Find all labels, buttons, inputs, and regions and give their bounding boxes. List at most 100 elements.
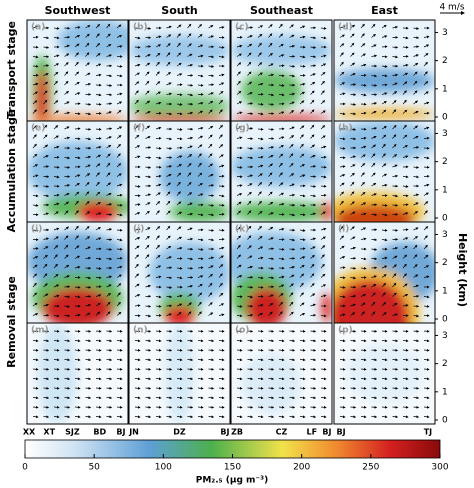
wind-vector	[197, 238, 204, 242]
wind-vector	[43, 185, 50, 188]
panel-letter: (h)	[338, 124, 353, 134]
wind-vector	[247, 265, 253, 269]
wind-vector	[423, 101, 430, 105]
wind-vector	[268, 181, 273, 187]
wind-vector	[278, 172, 283, 177]
wind-vector	[208, 302, 213, 307]
wind-vector	[278, 182, 284, 187]
wind-vector	[155, 183, 162, 187]
wind-vector	[197, 213, 204, 217]
wind-vector	[197, 162, 202, 168]
y-tick-label: 1	[442, 185, 448, 195]
wind-vector	[268, 237, 274, 240]
wind-vector	[106, 111, 112, 114]
wind-vector	[247, 61, 252, 67]
wind-vector	[85, 256, 92, 260]
wind-vector	[218, 55, 225, 59]
wind-vector	[43, 134, 48, 139]
wind-vector	[310, 185, 317, 188]
wind-vector	[64, 71, 69, 76]
wind-vector	[339, 82, 346, 86]
wind-vector	[360, 53, 366, 57]
wind-vector	[208, 109, 213, 114]
wind-vector	[208, 229, 215, 232]
panel: (b)	[128, 19, 231, 122]
panel-letter: (c)	[235, 23, 249, 33]
wind-vector	[299, 125, 305, 130]
wind-vector	[402, 72, 409, 76]
wind-vector	[187, 83, 194, 87]
wind-vector	[218, 134, 223, 139]
panel: (g)	[230, 120, 333, 223]
wind-vector	[360, 33, 365, 38]
wind-vector	[339, 235, 345, 240]
wind-vector	[64, 201, 69, 206]
wind-vector	[187, 227, 193, 231]
wind-vector	[116, 311, 122, 316]
wind-vector	[413, 54, 419, 57]
wind-vector	[413, 111, 419, 114]
wind-vector	[166, 92, 173, 96]
wind-vector	[350, 137, 357, 141]
wind-vector	[257, 191, 262, 196]
wind-vector	[236, 275, 243, 278]
y-tick-label: 3	[442, 331, 448, 341]
wind-vector	[145, 27, 152, 30]
wind-vector	[95, 294, 102, 297]
wind-vector	[299, 302, 305, 307]
wind-vector	[381, 109, 387, 114]
wind-vector	[43, 90, 48, 95]
wind-vector	[145, 284, 151, 288]
wind-vector	[85, 246, 91, 250]
wind-vector	[134, 273, 140, 278]
wind-vector	[43, 144, 49, 149]
wind-vector	[339, 34, 345, 38]
wind-vector	[134, 145, 141, 149]
wind-vector	[402, 36, 409, 40]
wind-vector	[53, 236, 59, 240]
wind-vector	[95, 227, 101, 231]
wind-vector	[53, 135, 59, 139]
wind-vector	[145, 54, 151, 57]
wind-vector	[257, 72, 263, 76]
wind-vector	[360, 163, 366, 168]
wind-vector	[339, 147, 346, 150]
field-blur	[164, 323, 195, 424]
wind-vector	[53, 36, 60, 40]
wind-vector	[145, 274, 151, 278]
wind-vector	[392, 109, 397, 114]
panel: (j)	[128, 221, 231, 324]
wind-vector	[187, 302, 192, 307]
wind-vector	[257, 312, 264, 316]
wind-vector	[299, 292, 304, 297]
wind-vector	[247, 245, 252, 250]
wind-vector	[53, 80, 58, 86]
wind-vector	[43, 293, 49, 297]
wind-vector	[176, 303, 183, 307]
wind-vector	[134, 175, 141, 179]
wind-vector	[32, 35, 39, 39]
wind-vector	[85, 285, 92, 289]
wind-vector	[299, 264, 305, 269]
wind-vector	[187, 154, 193, 158]
wind-vector	[187, 266, 194, 270]
wind-vector	[236, 62, 242, 67]
wind-vector	[236, 254, 242, 259]
wind-vector	[85, 225, 90, 231]
wind-vector	[176, 155, 183, 159]
wind-vector	[187, 172, 192, 177]
wind-vector	[413, 202, 419, 206]
wind-vector	[155, 192, 161, 196]
wind-vector	[145, 314, 152, 318]
wind-vector	[381, 153, 386, 158]
column-title: East	[371, 4, 398, 17]
wind-vector	[64, 305, 71, 308]
wind-vector	[247, 156, 254, 160]
wind-vector	[187, 257, 194, 261]
wind-vector	[320, 236, 326, 240]
wind-vector	[187, 293, 193, 297]
wind-vector	[208, 174, 214, 177]
wind-vector	[43, 165, 50, 168]
wind-vector	[268, 52, 273, 57]
wind-vector	[257, 25, 264, 29]
